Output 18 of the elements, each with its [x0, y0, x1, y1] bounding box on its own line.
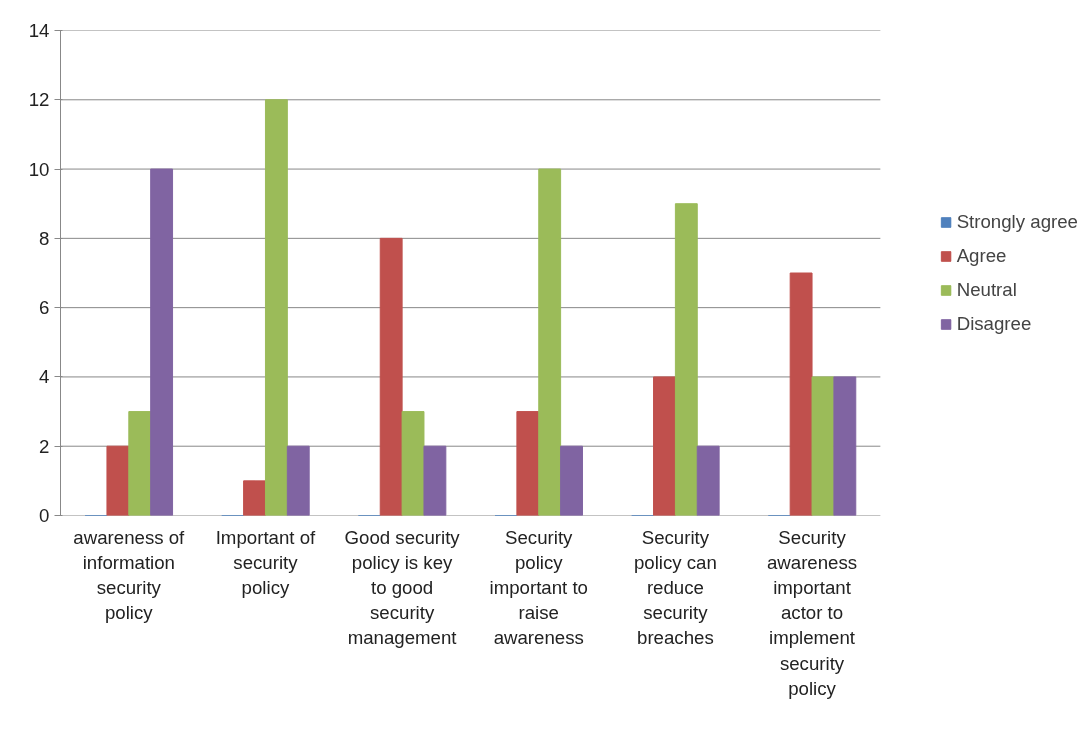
y-tick-label: 14	[28, 20, 50, 41]
y-tick-label: 8	[39, 227, 50, 249]
y-tick-label: 10	[28, 158, 50, 180]
x-tick-label: Good security policy is key to good security management	[344, 526, 461, 649]
x-tick-label: Security policy important to raise awareness	[489, 526, 589, 649]
y-tick-label: 6	[39, 297, 50, 319]
y-tick-label: 12	[28, 89, 50, 111]
x-tick-label: Security awareness important actor to implement security policy	[766, 526, 858, 699]
x-tick-label: Important of security policy	[215, 526, 317, 598]
x-tick-label: Security policy can reduce security breaches	[633, 526, 717, 649]
y-tick-label: 2	[39, 435, 50, 457]
y-tick-label: 4	[39, 366, 50, 388]
legend-label: Disagree	[956, 312, 1032, 335]
x-tick-label: awareness of information security policy	[73, 526, 186, 624]
legend-label: Strongly agree	[956, 210, 1078, 233]
legend-label: Agree	[956, 244, 1007, 267]
legend-label: Neutral	[956, 278, 1017, 301]
y-tick-label: 0	[39, 505, 50, 526]
